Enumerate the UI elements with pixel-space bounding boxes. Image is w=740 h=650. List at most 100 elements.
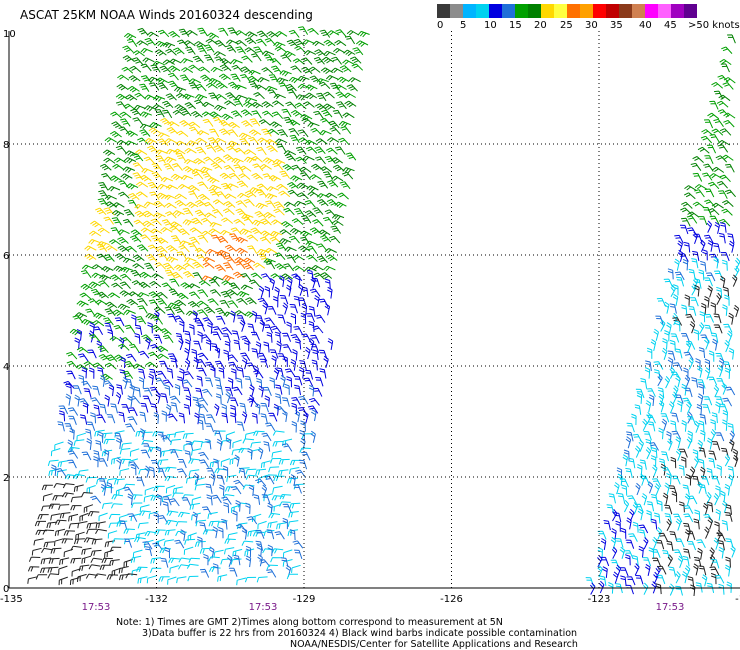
wind-barb <box>255 202 268 210</box>
wind-barb <box>149 122 162 129</box>
wind-barb <box>274 46 287 53</box>
wind-barb <box>96 414 106 424</box>
wind-barb <box>666 322 672 335</box>
wind-barb <box>117 245 130 253</box>
colorbar-label: 35 <box>610 20 623 31</box>
wind-barb <box>255 478 267 487</box>
wind-barb <box>183 270 195 279</box>
wind-barb <box>42 529 55 535</box>
wind-barb <box>175 140 188 146</box>
wind-barb <box>225 44 237 53</box>
wind-barb <box>663 301 670 314</box>
wind-barb <box>344 100 357 108</box>
wind-barb <box>285 83 297 92</box>
wind-barb <box>131 568 142 576</box>
wind-barb <box>229 397 239 407</box>
wind-barb <box>724 189 736 198</box>
wind-barb <box>218 27 229 36</box>
time-label: 17:53 <box>82 602 111 613</box>
wind-barb <box>710 572 717 585</box>
wind-barb <box>269 121 283 128</box>
wind-barb <box>142 541 153 550</box>
wind-barb <box>230 412 237 424</box>
wind-barb <box>275 242 287 251</box>
wind-barb <box>131 57 144 65</box>
wind-barb <box>123 32 137 40</box>
wind-barb <box>68 513 79 522</box>
wind-barb <box>111 494 124 500</box>
wind-barb <box>733 304 740 318</box>
wind-barb <box>615 538 624 548</box>
wind-barb <box>126 38 138 47</box>
wind-barb <box>650 455 657 467</box>
wind-barb <box>721 259 728 271</box>
colorbar-swatch <box>567 4 580 18</box>
wind-barb <box>253 262 266 269</box>
wind-barb <box>225 92 237 100</box>
wind-barb <box>77 521 88 529</box>
wind-barb <box>266 569 277 578</box>
wind-barb <box>66 351 78 360</box>
wind-barb <box>255 341 262 354</box>
wind-barb <box>319 368 327 379</box>
wind-barb <box>76 300 89 307</box>
wind-barb <box>87 511 100 517</box>
wind-barb <box>99 274 112 281</box>
wind-barb <box>118 573 130 581</box>
wind-barb <box>693 329 699 341</box>
wind-barb <box>240 352 251 361</box>
wind-barb <box>235 208 247 216</box>
wind-barb <box>310 430 316 443</box>
wind-barb <box>716 100 729 108</box>
wind-barb <box>270 557 282 563</box>
wind-barb <box>170 438 181 446</box>
wind-barb <box>95 299 108 306</box>
wind-barb <box>140 47 153 54</box>
wind-barb <box>193 340 202 351</box>
wind-barb <box>647 481 654 494</box>
wind-barb <box>254 84 267 91</box>
wind-barb <box>635 482 641 496</box>
wind-barb <box>291 218 304 225</box>
wind-barb <box>86 485 96 494</box>
wind-barb <box>156 192 169 200</box>
wind-barb <box>307 191 320 198</box>
wind-barb <box>348 77 361 83</box>
wind-barb <box>99 403 107 414</box>
wind-barb <box>260 402 269 413</box>
wind-barb <box>687 576 695 587</box>
wind-barb <box>687 495 698 505</box>
wind-barb <box>243 198 255 207</box>
wind-barb <box>202 118 214 127</box>
wind-barb <box>153 212 166 219</box>
wind-barb <box>675 518 682 531</box>
wind-barb <box>176 292 189 300</box>
wind-barb <box>325 192 338 199</box>
wind-barb <box>129 65 142 73</box>
wind-barb <box>715 155 728 163</box>
wind-barb <box>268 74 279 83</box>
wind-barb <box>134 210 147 218</box>
wind-barb <box>721 154 734 161</box>
colorbar-swatch <box>528 4 541 18</box>
wind-barb <box>335 29 347 37</box>
wind-barb <box>155 155 166 164</box>
wind-barb <box>672 317 683 326</box>
wind-barb <box>193 356 199 369</box>
wind-barb <box>93 312 106 320</box>
wind-barb <box>81 547 92 555</box>
wind-barb <box>57 421 65 432</box>
wind-barb <box>161 494 172 503</box>
colorbar-swatch <box>476 4 489 18</box>
wind-barb <box>99 564 111 570</box>
wind-barb <box>304 92 318 100</box>
wind-barb <box>184 147 197 154</box>
wind-barb <box>675 538 685 548</box>
wind-barb <box>260 413 268 424</box>
wind-barb <box>202 257 216 263</box>
wind-barb <box>120 118 131 127</box>
wind-barb <box>689 584 696 597</box>
wind-barb <box>677 400 683 413</box>
wind-barb <box>233 218 246 226</box>
wind-barb <box>157 459 169 466</box>
